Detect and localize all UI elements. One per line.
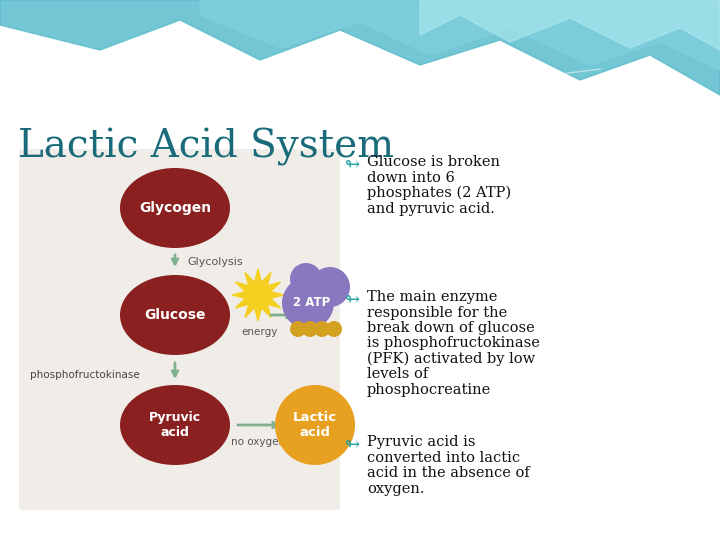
Text: break down of glucose: break down of glucose [367, 321, 535, 335]
Circle shape [282, 277, 334, 329]
Text: phosphofructokinase: phosphofructokinase [30, 370, 140, 380]
Text: 2 ATP: 2 ATP [293, 296, 330, 309]
Circle shape [314, 321, 330, 337]
Polygon shape [200, 0, 720, 70]
Circle shape [310, 267, 350, 307]
Text: Lactic Acid System: Lactic Acid System [18, 128, 394, 166]
Text: down into 6: down into 6 [367, 171, 455, 185]
Text: ↬: ↬ [345, 435, 360, 453]
Text: ↬: ↬ [345, 155, 360, 173]
Text: ↬: ↬ [345, 290, 360, 308]
Text: phosphocreatine: phosphocreatine [367, 383, 491, 397]
Text: responsible for the: responsible for the [367, 306, 508, 320]
Polygon shape [0, 0, 720, 95]
Ellipse shape [120, 168, 230, 248]
Text: Glycogen: Glycogen [139, 201, 211, 215]
Text: Glucose is broken: Glucose is broken [367, 155, 500, 169]
Text: energy: energy [242, 327, 278, 337]
Circle shape [275, 385, 355, 465]
Text: The main enzyme: The main enzyme [367, 290, 498, 304]
Text: Pyruvic acid is: Pyruvic acid is [367, 435, 475, 449]
Circle shape [326, 321, 342, 337]
Text: Glucose: Glucose [144, 308, 206, 322]
FancyBboxPatch shape [19, 149, 340, 510]
Text: and pyruvic acid.: and pyruvic acid. [367, 201, 495, 215]
Text: no oxygen: no oxygen [231, 437, 285, 447]
Circle shape [290, 263, 322, 295]
Text: Pyruvic
acid: Pyruvic acid [149, 411, 201, 439]
Text: oxygen.: oxygen. [367, 482, 425, 496]
Text: (PFK) activated by low: (PFK) activated by low [367, 352, 535, 367]
Circle shape [290, 321, 306, 337]
Polygon shape [232, 269, 284, 321]
Text: Glycolysis: Glycolysis [187, 257, 243, 267]
Text: acid in the absence of: acid in the absence of [367, 466, 530, 480]
Text: levels of: levels of [367, 368, 428, 381]
Circle shape [302, 321, 318, 337]
Polygon shape [420, 0, 720, 50]
Text: converted into lactic: converted into lactic [367, 450, 520, 464]
Text: phosphates (2 ATP): phosphates (2 ATP) [367, 186, 511, 200]
Text: is phosphofructokinase: is phosphofructokinase [367, 336, 540, 350]
Ellipse shape [120, 275, 230, 355]
Ellipse shape [120, 385, 230, 465]
Text: Lactic
acid: Lactic acid [293, 411, 337, 439]
